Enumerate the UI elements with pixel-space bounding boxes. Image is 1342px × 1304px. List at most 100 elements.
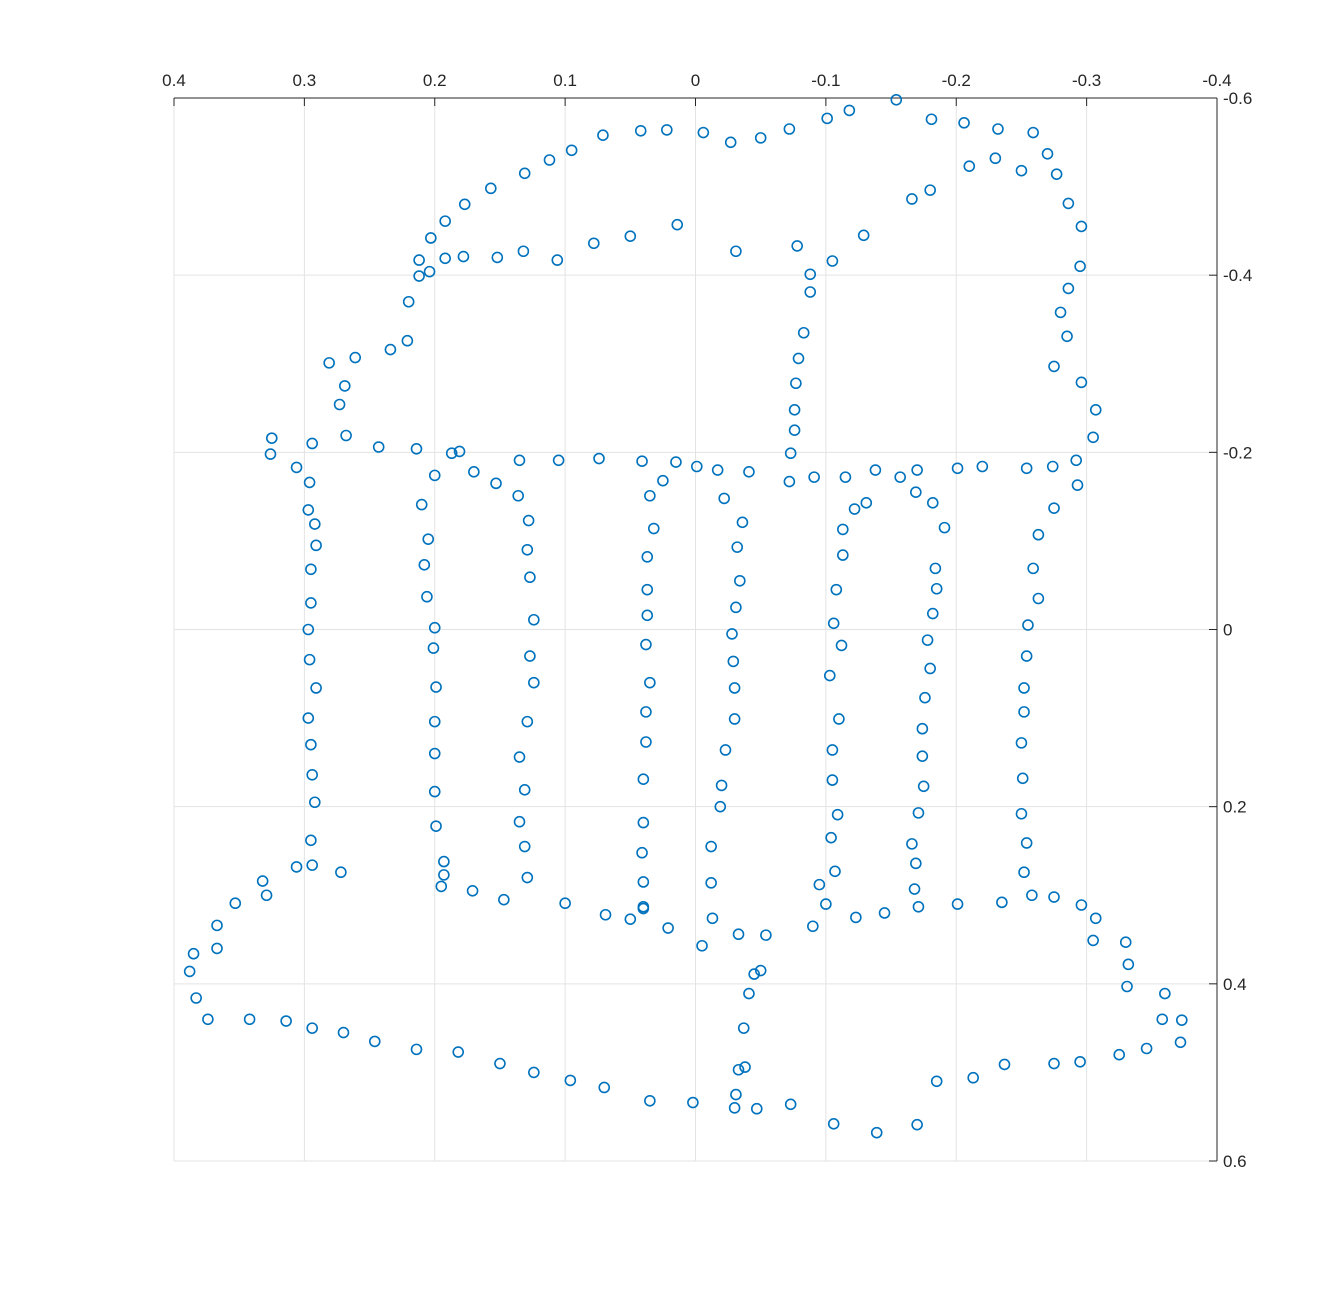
- data-point: [958, 117, 970, 129]
- data-point: [439, 215, 451, 227]
- data-point: [906, 838, 918, 850]
- data-point: [368, 1035, 381, 1048]
- data-point: [691, 460, 703, 473]
- data-point: [813, 878, 826, 891]
- data-point: [524, 571, 536, 584]
- data-point: [323, 357, 335, 369]
- x-tick-label: 0.4: [162, 71, 186, 90]
- data-point: [415, 498, 428, 511]
- data-point: [521, 543, 534, 556]
- data-point: [1020, 837, 1033, 849]
- data-point: [637, 773, 650, 786]
- data-point: [413, 270, 425, 282]
- x-tick-label: 0.2: [423, 71, 447, 90]
- data-point: [644, 676, 656, 689]
- data-point: [1074, 260, 1086, 273]
- data-point: [827, 617, 840, 630]
- data-point: [422, 533, 435, 545]
- data-point: [820, 898, 832, 910]
- x-tick-label: -0.2: [942, 71, 971, 90]
- data-point: [1050, 168, 1063, 180]
- data-point: [1048, 502, 1060, 514]
- data-point: [290, 461, 303, 474]
- data-point: [513, 815, 526, 828]
- x-tick-label: -0.4: [1202, 71, 1231, 90]
- data-point: [784, 447, 797, 460]
- data-point: [837, 549, 849, 561]
- data-point: [910, 857, 922, 870]
- y-tick-label: 0.4: [1223, 975, 1247, 994]
- data-point: [951, 898, 964, 910]
- data-point: [705, 840, 717, 853]
- data-point: [998, 1058, 1011, 1071]
- data-point: [438, 869, 450, 881]
- data-point: [719, 744, 732, 756]
- data-point: [808, 471, 820, 483]
- data-point: [951, 462, 964, 475]
- data-point: [890, 93, 903, 106]
- x-ticks: 0.4 0.3 0.2 0.1 0 -0.1 -0.2 -0.3 -0.4: [162, 71, 1232, 106]
- grid: [173, 97, 1218, 1162]
- data-point: [788, 404, 801, 416]
- x-tick-label: -0.1: [811, 71, 840, 90]
- data-point: [734, 574, 746, 587]
- data-point: [823, 669, 836, 682]
- data-point: [714, 800, 727, 813]
- data-point: [211, 942, 223, 955]
- data-point: [1054, 306, 1067, 319]
- data-point: [911, 1118, 923, 1131]
- data-point: [305, 834, 317, 847]
- data-point: [457, 250, 470, 263]
- data-point: [857, 229, 870, 242]
- data-point: [423, 265, 436, 278]
- data-point: [641, 609, 654, 622]
- data-point: [1032, 592, 1045, 605]
- data-point: [490, 477, 502, 490]
- data-point: [518, 784, 531, 796]
- data-point: [425, 232, 437, 244]
- data-point: [521, 871, 534, 884]
- data-point: [967, 1071, 979, 1084]
- data-point: [910, 486, 922, 498]
- data-point: [243, 1013, 256, 1026]
- data-point: [724, 136, 737, 149]
- data-point: [1071, 479, 1084, 491]
- data-point: [428, 747, 441, 760]
- data-point: [518, 840, 531, 853]
- data-point: [337, 1026, 350, 1039]
- data-point: [517, 245, 530, 258]
- data-point: [421, 590, 433, 603]
- data-point: [929, 562, 942, 575]
- data-point: [661, 124, 673, 136]
- data-point: [401, 334, 414, 347]
- data-point: [657, 474, 669, 487]
- data-point: [1026, 889, 1038, 902]
- data-point: [439, 252, 451, 265]
- data-point: [750, 1102, 763, 1115]
- data-point: [976, 460, 989, 473]
- data-point: [835, 639, 848, 652]
- data-point: [264, 448, 277, 460]
- data-point: [1032, 528, 1045, 541]
- data-point: [559, 897, 571, 910]
- data-point: [309, 796, 321, 809]
- data-point: [996, 896, 1008, 909]
- data-point: [926, 607, 939, 620]
- data-point: [906, 193, 918, 205]
- data-point: [1087, 431, 1099, 444]
- data-point: [513, 454, 526, 467]
- x-tick-label: 0.3: [293, 71, 317, 90]
- data-point: [430, 681, 442, 693]
- data-point: [528, 1066, 540, 1079]
- data-point: [637, 900, 650, 913]
- data-point: [1015, 737, 1028, 749]
- data-point: [930, 582, 943, 595]
- data-point: [306, 859, 318, 871]
- data-point: [384, 343, 397, 356]
- y-tick-label: 0.6: [1223, 1152, 1247, 1171]
- data-point: [435, 880, 448, 893]
- data-point: [732, 1063, 745, 1076]
- data-point: [265, 432, 278, 444]
- data-point: [1062, 197, 1075, 210]
- data-point: [624, 230, 637, 242]
